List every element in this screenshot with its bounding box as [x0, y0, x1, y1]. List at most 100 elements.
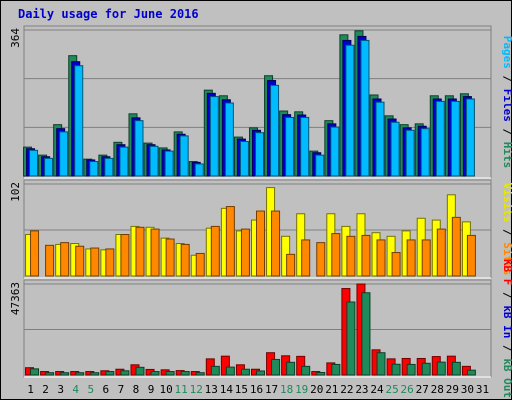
bar-pages [420, 128, 430, 177]
bar-pages [89, 161, 99, 177]
bar-kb-f [220, 355, 230, 376]
bar-sites [45, 244, 55, 277]
bar-kb-out [195, 372, 205, 376]
bar-sites [466, 234, 476, 277]
bar-pages [29, 149, 39, 177]
panel-middle: 102 Visits / Sites [9, 179, 512, 279]
bar-sites [180, 243, 190, 277]
bar-kb-out [135, 366, 145, 376]
bar-sites [256, 210, 265, 277]
bar-kb-out [90, 372, 100, 376]
bar-sites [286, 253, 296, 277]
legend-entry: Pages [501, 36, 512, 69]
bar-sites [376, 239, 386, 277]
legend-entry: Files [501, 89, 512, 122]
bar-pages [345, 44, 355, 177]
bar-pages [300, 116, 310, 177]
bar-pages [134, 120, 144, 177]
x-tick-label: 12 [190, 383, 203, 396]
panel-bottom-legend: KB F / kB In / kB Out [501, 259, 512, 398]
x-tick-label: 10 [159, 383, 172, 396]
legend-entry: Visits [501, 183, 512, 223]
x-tick-label: 25 [385, 383, 398, 396]
bar-sites [436, 228, 446, 277]
x-tick-label: 21 [325, 383, 338, 396]
x-tick-label: 31 [476, 383, 489, 396]
panel-bottom-ymax-label: 47363 [9, 282, 22, 315]
chart-title: Daily usage for June 2016 [18, 7, 199, 21]
panel-middle-ymax-label: 102 [9, 182, 22, 202]
bar-kb-out [45, 372, 55, 376]
x-tick-label: 24 [370, 383, 384, 396]
panel-middle-legend: Visits / Sites [501, 183, 512, 276]
bar-pages [270, 84, 280, 177]
bar-kb-out [165, 371, 175, 376]
bar-pages [360, 39, 370, 177]
bar-kb-out [466, 369, 476, 376]
bar-pages [285, 116, 295, 177]
panel-top-legend: Pages / Files / Hits [501, 36, 512, 169]
legend-entry: kB Out [501, 358, 512, 398]
bar-kb-out [256, 370, 265, 376]
bar-pages [239, 141, 249, 177]
bar-pages [119, 146, 129, 177]
x-tick-label: 4 [72, 383, 79, 396]
panel-bottom-background [23, 279, 492, 378]
bar-kb-f [296, 355, 306, 376]
bar-kb-out [210, 365, 220, 376]
bar-sites [120, 234, 130, 277]
legend-entry: / [501, 69, 512, 89]
bar-kb-out [120, 370, 130, 376]
x-tick-label: 22 [340, 383, 353, 396]
x-tick-label: 28 [431, 383, 444, 396]
x-tick-label: 14 [220, 383, 234, 396]
bar-sites [225, 206, 235, 277]
bar-sites [60, 242, 70, 277]
x-tick-label: 30 [461, 383, 474, 396]
x-tick-label: 20 [310, 383, 323, 396]
bar-kb-out [406, 363, 416, 376]
x-tick-label: 23 [355, 383, 368, 396]
bar-pages [330, 126, 340, 177]
bar-kb-out [30, 368, 40, 376]
bar-kb-out [331, 363, 341, 376]
bar-pages [375, 101, 385, 177]
bar-kb-out [346, 301, 356, 376]
bar-pages [164, 150, 174, 177]
bar-pages [44, 157, 54, 177]
bar-sites [75, 245, 85, 277]
bar-pages [450, 100, 460, 177]
x-tick-label: 29 [446, 383, 459, 396]
legend-entry: / [501, 338, 512, 358]
bar-pages [435, 100, 445, 177]
x-tick-label: 16 [250, 383, 263, 396]
bar-pages [209, 96, 219, 177]
bar-sites [391, 252, 401, 277]
bar-pages [255, 132, 264, 177]
bar-kb-out [75, 372, 85, 376]
bar-kb-out [316, 372, 326, 376]
bar-kb-out [286, 361, 296, 376]
bar-sites [271, 210, 281, 277]
bar-sites [105, 248, 115, 277]
x-tick-label: 5 [87, 383, 94, 396]
x-tick-label: 3 [57, 383, 64, 396]
bar-sites [195, 252, 205, 277]
bar-sites [316, 242, 326, 277]
panel-bottom: 47363 KB F / kB In / kB Out [9, 259, 512, 398]
bar-kb-out [180, 371, 190, 376]
x-tick-label: 19 [295, 383, 308, 396]
bar-kb-out [271, 358, 281, 376]
x-tick-label: 27 [416, 383, 429, 396]
bar-sites [331, 233, 341, 277]
x-tick-label: 18 [280, 383, 293, 396]
bar-kb-out [150, 371, 160, 376]
legend-entry: / [501, 222, 512, 242]
bar-pages [104, 157, 114, 177]
x-tick-label: 7 [118, 383, 125, 396]
legend-entry: Sites [501, 242, 512, 275]
legend-entry: / [501, 122, 512, 142]
x-tick-label: 6 [103, 383, 110, 396]
legend-entry: kB In [501, 305, 512, 338]
